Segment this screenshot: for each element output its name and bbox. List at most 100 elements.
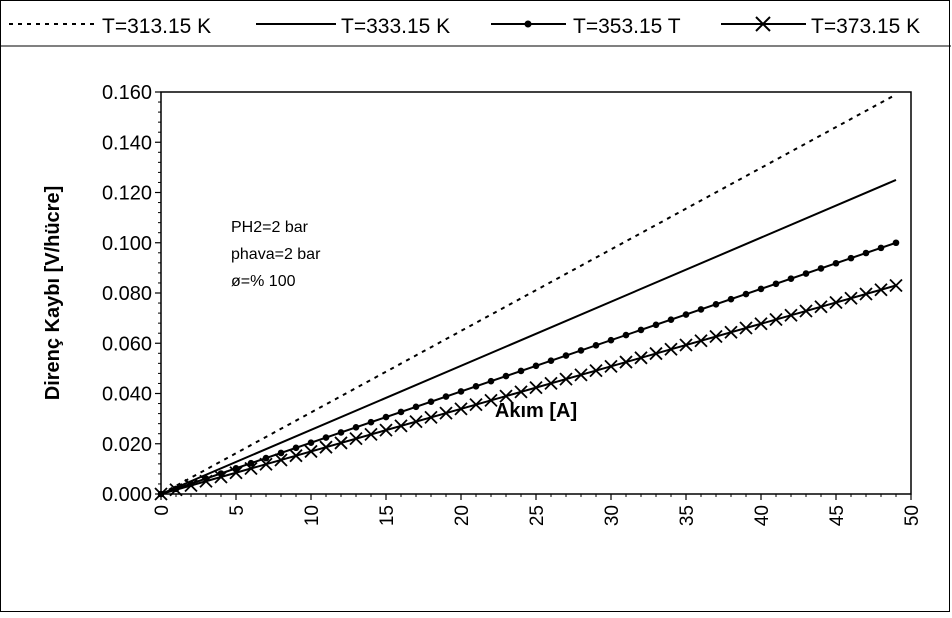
series-point — [349, 432, 363, 446]
x-tick-label: 50 — [902, 505, 923, 526]
series-point — [769, 312, 783, 327]
series-line-0 — [160, 93, 897, 495]
series-point — [772, 280, 780, 288]
series-point — [382, 413, 390, 421]
series-point — [799, 304, 813, 318]
series-point — [637, 326, 645, 334]
series-point — [649, 346, 663, 361]
x-tick-label: 15 — [377, 505, 398, 526]
y-tick-label: 0.160 — [102, 82, 152, 104]
series-point — [544, 376, 558, 390]
legend-dot-marker — [524, 20, 532, 28]
series-point — [334, 436, 348, 450]
y-axis-title: Direnç Kaybı [V/hücre] — [42, 186, 64, 401]
series-point — [787, 275, 795, 282]
series-point — [859, 287, 873, 301]
series-point — [274, 453, 288, 467]
y-tick-label: 0.040 — [102, 384, 152, 406]
series-layer — [154, 93, 903, 501]
series-point — [319, 440, 333, 454]
x-axis-title: Akım [A] — [495, 400, 577, 422]
series-line-1 — [160, 179, 897, 495]
x-tick-label: 10 — [302, 505, 323, 526]
series-point — [397, 408, 405, 416]
x-axis: 0 5 10 15 20 25 30 35 40 45 50 — [152, 494, 923, 526]
series-point — [892, 239, 900, 247]
series-point — [589, 363, 603, 378]
series-line-3 — [160, 284, 897, 495]
series-point — [304, 444, 318, 459]
series-point — [742, 290, 750, 298]
series-point — [547, 357, 555, 364]
series-point — [802, 270, 810, 277]
series-point — [562, 352, 570, 359]
y-tick-label: 0.080 — [102, 283, 152, 305]
series-point — [487, 377, 495, 385]
series-point — [247, 459, 255, 467]
series-point — [619, 355, 633, 369]
x-tick-label: 5 — [227, 505, 248, 516]
series-point — [529, 380, 543, 395]
series-point — [292, 444, 300, 452]
series-point — [817, 265, 825, 272]
series-point — [394, 419, 408, 433]
series-point — [214, 470, 228, 484]
series-point — [484, 393, 498, 408]
series-point — [724, 325, 738, 339]
series-point — [199, 474, 213, 488]
x-tick-label: 40 — [752, 505, 773, 526]
y-tick-label: 0.120 — [102, 183, 152, 205]
series-point — [454, 402, 468, 416]
series-point — [682, 311, 690, 318]
series-point — [472, 383, 480, 390]
series-point — [412, 403, 420, 411]
series-point — [577, 347, 585, 354]
annotation-line: PH2=2 bar — [231, 219, 309, 236]
y-tick-label: 0.100 — [102, 233, 152, 255]
series-point — [889, 278, 903, 293]
legend-label: T=353.15 T — [573, 15, 681, 38]
x-tick-label: 35 — [677, 505, 698, 526]
series-point — [652, 321, 660, 329]
series-point — [694, 334, 708, 348]
annotation-line: ø=% 100 — [231, 273, 296, 290]
series-point — [712, 300, 720, 308]
x-tick-label: 20 — [452, 505, 473, 526]
series-point — [667, 316, 675, 323]
series-point — [847, 254, 855, 262]
series-point — [427, 398, 435, 406]
legend-label: T=313.15 K — [102, 15, 211, 38]
series-point — [697, 306, 705, 313]
series-point — [244, 461, 258, 476]
x-tick-label: 30 — [602, 505, 623, 526]
series-point — [169, 483, 183, 497]
series-point — [409, 415, 423, 429]
series-point — [184, 478, 198, 493]
series-point — [877, 244, 885, 252]
series-point — [607, 336, 615, 344]
legend-label: T=373.15 K — [811, 15, 920, 38]
series-point — [754, 317, 768, 331]
series-point — [604, 359, 618, 373]
series-point — [517, 367, 525, 375]
series-point — [322, 434, 330, 441]
series-point — [307, 439, 315, 447]
series-point — [574, 368, 588, 382]
y-tick-label: 0.060 — [102, 333, 152, 355]
series-point — [502, 372, 510, 380]
series-point — [154, 487, 168, 501]
series-point — [664, 342, 678, 356]
series-point — [259, 457, 273, 471]
series-point — [277, 449, 285, 457]
series-point — [862, 249, 870, 257]
series-point — [679, 338, 693, 352]
legend-item-333: T=333.15 K — [256, 15, 450, 38]
series-point — [364, 427, 378, 442]
legend-item-353: T=353.15 T — [491, 15, 681, 38]
series-point — [424, 410, 438, 425]
series-point — [262, 454, 270, 462]
y-tick-label: 0.140 — [102, 132, 152, 154]
series-point — [592, 342, 600, 349]
